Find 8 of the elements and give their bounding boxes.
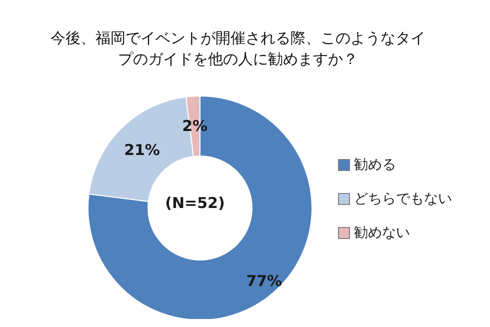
legend-label: 勧めない — [354, 224, 410, 242]
data-label: 77% — [246, 272, 282, 290]
chart-title: 今後、福岡でイベントが開催される際、このようなタイプのガイドを他の人に勧めますか？ — [50, 28, 426, 70]
data-label: 21% — [124, 141, 160, 160]
text: (N=52) — [165, 194, 225, 212]
legend-label: 勧める — [354, 156, 396, 174]
donut-slice — [88, 96, 312, 319]
legend-label: どちらでもない — [354, 190, 452, 208]
